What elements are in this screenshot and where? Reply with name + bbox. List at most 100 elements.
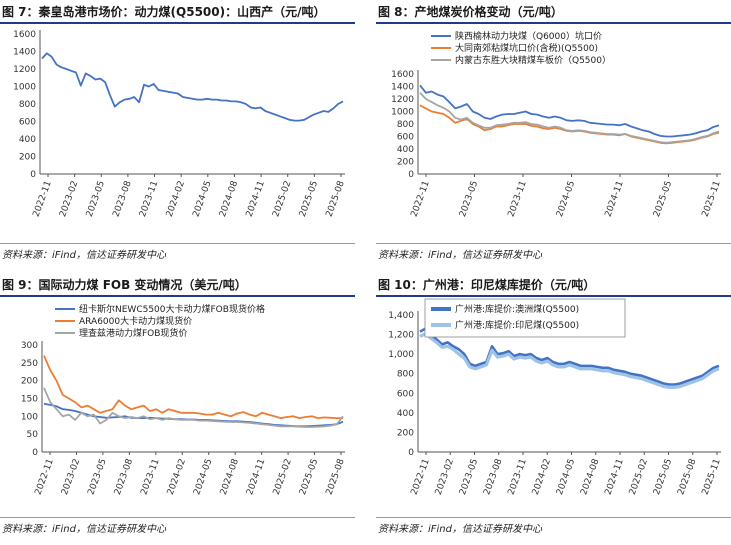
x-tick-label: 2023-02 [434, 458, 456, 497]
y-tick-label: 1000 [391, 108, 414, 118]
y-tick-label: 1400 [13, 48, 36, 58]
x-tick-label: 2024-08 [579, 457, 601, 496]
x-tick-label: 2024-11 [604, 458, 626, 497]
y-tick-label: 800 [19, 100, 36, 110]
chart-panel-10: 图 10：广州港：印尼煤库提价（元/吨） 0 200 400 600 800 1,000 1… [376, 273, 731, 535]
legend-label: 纽卡斯尔NEWC5500大卡动力煤FOB现货价格 [79, 303, 265, 315]
y-tick-label: 200 [397, 428, 414, 438]
legend-label: 理查兹港动力煤FOB现货价 [79, 327, 187, 339]
y-tick-label: 1200 [13, 65, 36, 75]
y-tick-label: 100 [21, 412, 38, 422]
y-tick-label: 1,200 [388, 331, 414, 341]
y-tick-label: 1000 [13, 83, 36, 93]
x-tick-label: 2025-02 [272, 458, 294, 497]
legend-label: 广州港:库提价:澳洲煤(Q5500) [455, 303, 579, 315]
y-tick-label: 200 [21, 377, 38, 387]
x-tick-label: 2023-11 [139, 458, 161, 497]
x-tick-label: 2023-05 [458, 180, 480, 219]
y-tick-label: 600 [19, 118, 36, 128]
y-tick-label: 1400 [391, 83, 414, 93]
y-tick-label: 200 [397, 158, 414, 168]
x-tick-label: 2023-08 [113, 457, 135, 496]
legend-label: 大同南郊粘煤坑口价(含税)(Q5500) [455, 42, 598, 54]
x-tick-label: 2024-02 [165, 180, 187, 219]
source-bar [376, 243, 731, 244]
y-tick-label: 400 [19, 135, 36, 145]
chart-title-bar: 图 9：国际动力煤 FOB 变动情况（美元/吨） [0, 273, 355, 297]
y-tick-label: 0 [32, 448, 38, 458]
x-tick-label: 2025-08 [676, 457, 698, 496]
y-tick-label: 800 [397, 120, 414, 130]
x-tick-label: 2025-11 [701, 180, 723, 219]
legend-label: 陕西榆林动力块煤（Q6000）坑口价 [455, 30, 602, 42]
x-tick-label: 2022-11 [410, 180, 432, 219]
y-tick-label: 150 [21, 395, 38, 405]
x-tick-label: 2024-05 [555, 180, 577, 219]
y-tick-label: 1600 [391, 70, 414, 80]
y-tick-label: 200 [19, 153, 36, 163]
y-tick-label: 600 [397, 389, 414, 399]
x-tick-label: 2024-11 [604, 180, 626, 219]
legend-label: 内蒙古东胜大块精煤车板价（Q5500） [455, 54, 611, 66]
y-tick-label: 0 [30, 170, 36, 180]
x-tick-label: 2025-05 [652, 180, 674, 219]
x-tick-label: 2025-02 [271, 180, 293, 219]
x-tick-label: 2025-02 [628, 458, 650, 497]
x-tick-label: 2023-08 [482, 457, 504, 496]
x-tick-label: 2023-11 [507, 458, 529, 497]
x-tick-label: 2025-05 [298, 180, 320, 219]
chart-source: 资料来源：iFind，信达证券研发中心 [378, 524, 542, 535]
chart-title: 图 9：国际动力煤 FOB 变动情况（美元/吨） [2, 278, 247, 292]
chart-panel-8: 图 8：产地煤炭价格变动（元/吨） 0 200 400 600 800 1000 1200 1… [376, 0, 731, 262]
y-tick-label: 1,400 [388, 311, 414, 321]
y-tick-label: 50 [27, 430, 39, 440]
series-line-1 [419, 104, 720, 145]
chart-source: 资料来源：iFind，信达证券研发中心 [378, 250, 542, 261]
x-tick-label: 2024-02 [531, 458, 553, 497]
x-tick-label: 2024-05 [191, 180, 213, 219]
source-bar [0, 243, 355, 244]
chart-title: 图 10：广州港：印尼煤库提价（元/吨） [378, 278, 596, 292]
y-tick-label: 1200 [391, 95, 414, 105]
x-tick-label: 2025-05 [652, 458, 674, 497]
series-line-2 [419, 92, 720, 144]
x-tick-label: 2024-11 [245, 180, 267, 219]
source-bar [376, 517, 731, 518]
series-line-1 [419, 331, 720, 390]
y-tick-label: 1,000 [388, 350, 414, 360]
x-tick-label: 2023-02 [60, 458, 82, 497]
x-tick-label: 2025-11 [701, 458, 723, 497]
x-tick-label: 2022-11 [410, 458, 432, 497]
y-tick-label: 250 [21, 359, 38, 369]
series-line-0 [419, 84, 720, 138]
y-tick-label: 0 [408, 448, 414, 458]
legend-box [424, 298, 626, 338]
x-tick-label: 2025-08 [325, 457, 347, 496]
x-tick-label: 2024-05 [192, 458, 214, 497]
x-tick-label: 2025-08 [325, 179, 347, 218]
chart-panel-9: 图 9：国际动力煤 FOB 变动情况（美元/吨） 0 50 100 150 200 250… [0, 273, 355, 535]
y-tick-label: 800 [397, 370, 414, 380]
x-tick-label: 2023-11 [138, 180, 160, 219]
x-tick-label: 2024-02 [166, 458, 188, 497]
x-tick-label: 2023-11 [507, 180, 529, 219]
source-bar [0, 517, 355, 518]
y-tick-label: 300 [21, 341, 38, 351]
series-line-1 [43, 355, 343, 419]
chart-title: 图 8：产地煤炭价格变动（元/吨） [378, 5, 563, 19]
x-tick-label: 2022-11 [34, 458, 56, 497]
x-tick-label: 2024-08 [219, 457, 241, 496]
x-tick-label: 2025-05 [298, 458, 320, 497]
x-tick-label: 2023-02 [58, 180, 80, 219]
y-tick-label: 400 [397, 145, 414, 155]
chart-8-plot: 0 200 400 600 800 1000 1200 1400 1600 2022-11 2023… [391, 30, 723, 219]
y-tick-label: 600 [397, 133, 414, 143]
x-tick-label: 2023-05 [86, 458, 108, 497]
chart-title: 图 7：秦皇岛港市场价：动力煤(Q5500)：山西产（元/吨） [2, 5, 326, 19]
chart-title-bar: 图 10：广州港：印尼煤库提价（元/吨） [376, 273, 731, 297]
x-tick-label: 2022-11 [32, 180, 54, 219]
chart-source: 资料来源：iFind，信达证券研发中心 [2, 250, 166, 261]
